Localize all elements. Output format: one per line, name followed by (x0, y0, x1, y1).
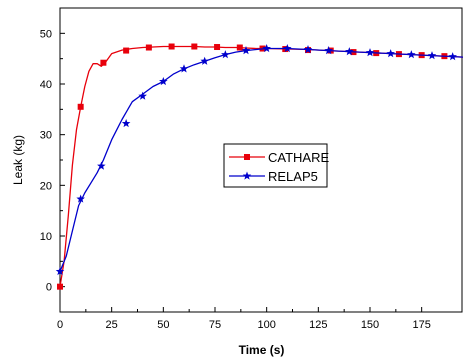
y-tick-label: 50 (40, 28, 52, 40)
legend-entry-cathare: CATHARE (229, 150, 329, 165)
legend-label-cathare: CATHARE (268, 150, 329, 165)
legend-box (223, 143, 328, 188)
data-point-relap5 (407, 50, 416, 59)
x-tick-label: 100 (257, 319, 275, 331)
x-tick-label: 150 (361, 319, 379, 331)
data-point-relap5 (200, 56, 209, 65)
series-layer (55, 43, 463, 290)
data-point-cathare (100, 59, 107, 66)
data-point-relap5 (303, 45, 313, 54)
data-point-relap5 (365, 48, 375, 57)
x-tick-label: 125 (309, 319, 327, 331)
x-tick-label: 25 (106, 319, 118, 331)
data-point-relap5 (448, 52, 457, 61)
x-tick-label: 75 (209, 319, 221, 331)
data-point-relap5 (55, 266, 65, 276)
data-point-cathare (214, 44, 221, 51)
data-point-relap5 (324, 46, 333, 55)
x-axis: 0 25 50 75 100 125 150 175 (57, 307, 431, 331)
data-point-relap5 (97, 161, 106, 170)
data-point-relap5 (121, 119, 131, 128)
legend-entry-relap5: RELAP5 (229, 169, 318, 184)
x-axis-title: Time (s) (239, 343, 285, 357)
data-point-relap5 (386, 49, 395, 58)
y-tick-label: 0 (46, 282, 52, 294)
data-point-relap5 (138, 91, 147, 100)
legend-label-relap5: RELAP5 (268, 169, 318, 184)
data-point-relap5 (221, 50, 230, 59)
x-tick-label: 175 (412, 319, 430, 331)
data-point-relap5 (283, 44, 292, 53)
x-tick-label: 0 (57, 319, 63, 331)
legend-marker-relap5 (242, 171, 252, 180)
data-point-cathare (168, 43, 175, 50)
data-point-cathare (145, 44, 152, 51)
data-point-relap5 (76, 194, 85, 203)
y-tick-label: 10 (40, 231, 52, 243)
y-tick-label: 30 (40, 130, 52, 142)
series-relap5 (55, 44, 463, 276)
y-axis: 0 10 20 30 40 50 (40, 28, 65, 294)
data-point-relap5 (179, 64, 189, 73)
data-point-relap5 (262, 44, 271, 53)
legend-marker-cathare (244, 154, 250, 160)
series-line-relap5 (59, 47, 463, 272)
y-axis-title: Leak (kg) (11, 135, 25, 185)
data-point-relap5 (427, 51, 437, 60)
y-tick-label: 40 (40, 79, 52, 91)
data-point-relap5 (159, 76, 168, 86)
legend: CATHARE RELAP5 (223, 143, 329, 188)
data-point-cathare (57, 283, 63, 290)
data-point-cathare (77, 103, 84, 110)
y-tick-label: 20 (40, 180, 52, 192)
data-point-cathare (123, 47, 130, 54)
data-point-relap5 (345, 47, 354, 56)
data-point-cathare (191, 43, 198, 50)
data-point-relap5 (241, 46, 251, 55)
data-point-cathare (236, 44, 243, 51)
x-tick-label: 50 (157, 319, 169, 331)
